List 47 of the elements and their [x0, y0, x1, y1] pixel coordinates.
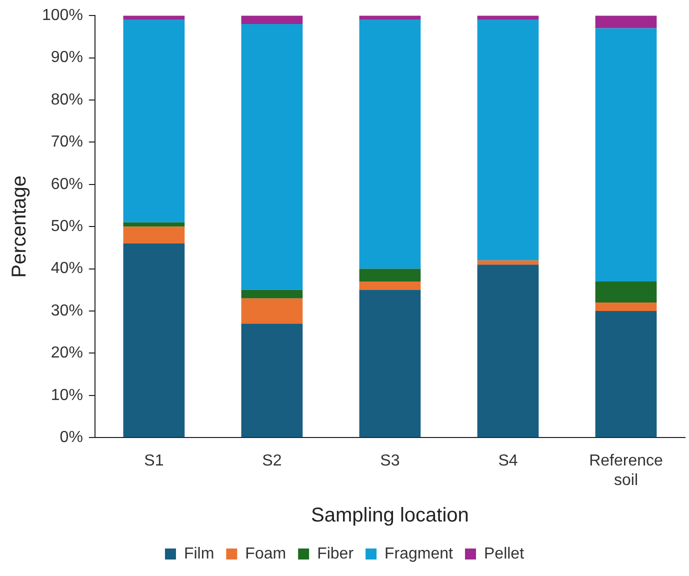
- x-tick-label: S2: [262, 452, 282, 470]
- bar: [477, 264, 539, 438]
- bar: [123, 243, 185, 438]
- bar: [359, 290, 421, 438]
- y-tick-label: 60%: [50, 176, 83, 193]
- bar: [477, 260, 539, 265]
- legend-label: Foam: [245, 545, 286, 562]
- bar: [359, 281, 421, 290]
- bar: [595, 281, 657, 303]
- legend-label: Film: [184, 545, 214, 562]
- bar: [477, 20, 539, 260]
- x-axis-title: Sampling location: [311, 504, 469, 527]
- legend-label: Fragment: [384, 545, 454, 562]
- bar: [595, 28, 657, 282]
- y-tick-label: 50%: [50, 218, 83, 236]
- bar: [123, 20, 185, 222]
- y-tick-label: 30%: [50, 302, 83, 320]
- x-tick-label: S3: [380, 452, 400, 470]
- y-tick-label: 70%: [50, 134, 83, 151]
- x-tick-label: Reference soil: [589, 452, 663, 489]
- y-tick-label: 40%: [50, 260, 83, 278]
- y-tick-label: 20%: [50, 344, 83, 362]
- y-tick-label: 80%: [50, 91, 83, 108]
- bar: [123, 226, 185, 244]
- bar: [241, 324, 303, 438]
- y-tick-label: 0%: [60, 429, 83, 446]
- bar: [123, 16, 185, 20]
- bar: [241, 24, 303, 290]
- bar: [359, 268, 421, 282]
- legend-label: Pellet: [484, 545, 525, 562]
- y-tick-label: 10%: [50, 386, 83, 404]
- x-tick-label: S4: [498, 452, 518, 470]
- bar: [595, 16, 657, 28]
- bar: [477, 16, 539, 20]
- bar: [241, 290, 303, 298]
- bar: [595, 311, 657, 438]
- bar: [595, 302, 657, 311]
- legend-label: Fiber: [317, 545, 354, 562]
- bar: [359, 16, 421, 20]
- x-tick-label: S1: [144, 452, 164, 470]
- y-tick-label: 90%: [50, 49, 83, 66]
- bar: [123, 222, 185, 227]
- bar: [359, 20, 421, 269]
- y-tick-label: 100%: [42, 7, 83, 24]
- bar: [241, 298, 303, 324]
- bar: [241, 16, 303, 24]
- y-axis-title: Percentage: [8, 175, 31, 278]
